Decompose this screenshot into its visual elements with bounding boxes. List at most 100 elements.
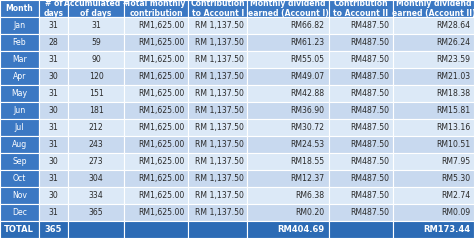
Bar [393,85,474,102]
Bar [38,119,68,136]
Text: RM487.50: RM487.50 [350,157,389,166]
Text: RM 1,137.50: RM 1,137.50 [195,140,244,149]
Text: RM1,625.00: RM1,625.00 [138,106,184,115]
Bar [393,0,474,17]
Bar [247,153,328,170]
Text: RM487.50: RM487.50 [350,21,389,30]
Text: RM0.20: RM0.20 [296,208,325,217]
Bar [0,119,38,136]
Bar [247,17,328,34]
Bar [68,34,124,51]
Bar [38,85,68,102]
Text: RM2.74: RM2.74 [441,191,470,200]
Text: RM 1,137.50: RM 1,137.50 [195,174,244,183]
Bar [188,187,247,204]
Bar [68,136,124,153]
Bar [68,204,124,221]
Bar [124,170,188,187]
Text: RM24.53: RM24.53 [291,140,325,149]
Text: RM173.44: RM173.44 [423,225,470,234]
Bar [247,187,328,204]
Bar [188,51,247,68]
Text: RM487.50: RM487.50 [350,140,389,149]
Text: RM 1,137.50: RM 1,137.50 [195,55,244,64]
Text: Accumulated #
of days: Accumulated # of days [64,0,129,18]
Bar [68,102,124,119]
Text: Month: Month [5,4,33,13]
Bar [38,204,68,221]
Bar [124,0,188,17]
Text: 30: 30 [49,72,58,81]
Text: TOTAL: TOTAL [4,225,34,234]
Bar [0,204,38,221]
Bar [188,170,247,187]
Text: RM 1,137.50: RM 1,137.50 [195,157,244,166]
Bar [247,221,328,238]
Text: Nov: Nov [12,191,27,200]
Bar [0,136,38,153]
Text: RM 1,137.50: RM 1,137.50 [195,89,244,98]
Text: RM26.24: RM26.24 [436,38,470,47]
Bar [393,204,474,221]
Bar [247,51,328,68]
Text: RM487.50: RM487.50 [350,191,389,200]
Text: 273: 273 [89,157,103,166]
Text: 120: 120 [89,72,103,81]
Text: RM1,625.00: RM1,625.00 [138,208,184,217]
Text: RM487.50: RM487.50 [350,123,389,132]
Text: Total monthly
contribution: Total monthly contribution [127,0,186,18]
Bar [0,0,38,17]
Text: 31: 31 [48,21,58,30]
Text: Dec: Dec [12,208,27,217]
Bar [393,102,474,119]
Bar [328,119,393,136]
Bar [393,51,474,68]
Text: RM1,625.00: RM1,625.00 [138,72,184,81]
Text: 30: 30 [49,157,58,166]
Bar [124,221,188,238]
Text: RM 1,137.50: RM 1,137.50 [195,191,244,200]
Bar [247,68,328,85]
Bar [0,153,38,170]
Text: RM23.59: RM23.59 [436,55,470,64]
Bar [328,34,393,51]
Text: 59: 59 [91,38,101,47]
Text: 31: 31 [48,123,58,132]
Bar [328,153,393,170]
Bar [247,102,328,119]
Bar [188,204,247,221]
Bar [328,0,393,17]
Bar [393,119,474,136]
Bar [0,221,38,238]
Text: RM15.81: RM15.81 [436,106,470,115]
Bar [188,68,247,85]
Text: 212: 212 [89,123,103,132]
Bar [68,17,124,34]
Bar [68,0,124,17]
Bar [124,17,188,34]
Bar [68,68,124,85]
Bar [393,221,474,238]
Text: RM1,625.00: RM1,625.00 [138,157,184,166]
Text: RM21.03: RM21.03 [436,72,470,81]
Text: Aug: Aug [12,140,27,149]
Bar [124,119,188,136]
Text: RM1,625.00: RM1,625.00 [138,174,184,183]
Bar [188,0,247,17]
Text: RM13.16: RM13.16 [436,123,470,132]
Text: RM61.23: RM61.23 [291,38,325,47]
Bar [247,0,328,17]
Text: RM 1,137.50: RM 1,137.50 [195,123,244,132]
Bar [393,34,474,51]
Bar [393,136,474,153]
Text: RM18.38: RM18.38 [436,89,470,98]
Bar [328,221,393,238]
Text: 30: 30 [49,106,58,115]
Bar [0,68,38,85]
Text: RM 1,137.50: RM 1,137.50 [195,106,244,115]
Text: RM1,625.00: RM1,625.00 [138,21,184,30]
Text: RM49.07: RM49.07 [291,72,325,81]
Text: RM12.37: RM12.37 [291,174,325,183]
Bar [124,204,188,221]
Bar [188,153,247,170]
